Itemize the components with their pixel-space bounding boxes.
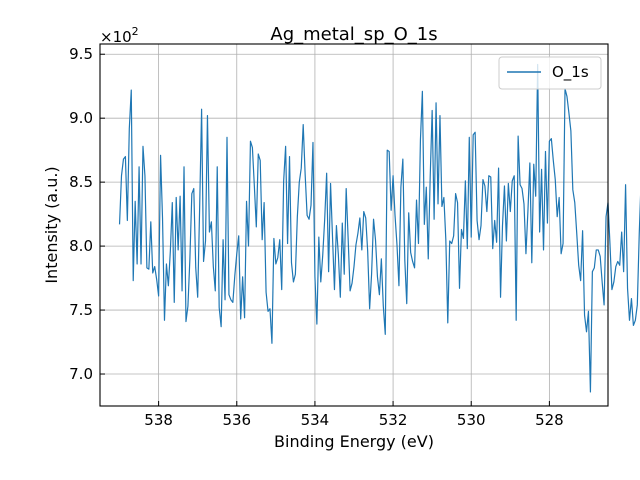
legend-box <box>498 56 602 90</box>
y-tick-label: 7.5 <box>69 301 93 319</box>
x-axis-ticks: 538 536 534 532 530 528 <box>144 401 564 429</box>
series-layer <box>118 63 640 393</box>
y-axis-label: Intensity (a.u.) <box>42 166 61 283</box>
x-tick-label: 534 <box>301 411 330 429</box>
x-tick-label: 532 <box>379 411 408 429</box>
y-tick-label: 8.5 <box>69 173 93 191</box>
y-tick-label: 8.0 <box>69 237 93 255</box>
x-tick-label: 536 <box>222 411 251 429</box>
x-tick-label: 528 <box>535 411 564 429</box>
y-tick-label: 7.0 <box>69 365 93 383</box>
x-tick-label: 530 <box>457 411 486 429</box>
legend-label: O_1s <box>552 63 589 82</box>
legend: O_1s <box>498 56 602 90</box>
y-scale-factor: ×102 <box>100 25 139 46</box>
plot-frame <box>99 43 609 407</box>
x-tick-label: 538 <box>144 411 173 429</box>
y-scale-exponent: 2 <box>132 25 139 38</box>
y-axis-ticks: 7.0 7.5 8.0 8.5 9.0 9.5 <box>69 45 105 383</box>
y-scale-base: ×10 <box>100 28 132 46</box>
y-tick-label: 9.5 <box>69 45 93 63</box>
series-line-o-1s <box>118 63 640 393</box>
chart-title: Ag_metal_sp_O_1s <box>270 24 437 45</box>
y-tick-label: 9.0 <box>69 109 93 127</box>
x-axis-label: Binding Energy (eV) <box>274 432 434 451</box>
